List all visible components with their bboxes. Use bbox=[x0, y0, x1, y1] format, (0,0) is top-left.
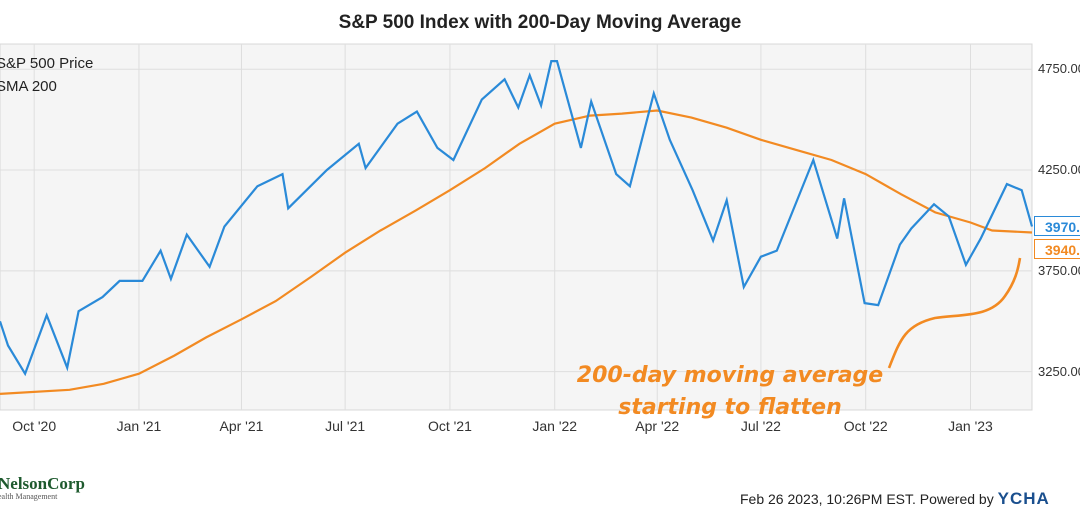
footer-timestamp: Feb 26 2023, 10:26PM EST. bbox=[740, 491, 916, 507]
chart-title: S&P 500 Index with 200-Day Moving Averag… bbox=[338, 12, 742, 33]
price-last-value-badge: 3970. bbox=[1034, 216, 1080, 237]
y-tick-label: 3250.00 bbox=[1038, 363, 1080, 379]
x-tick-label: Oct '21 bbox=[427, 418, 472, 434]
x-tick-label: Oct '22 bbox=[843, 418, 888, 434]
x-tick-label: Apr '21 bbox=[219, 418, 264, 434]
chart-annotation: 200-day moving average starting to flatt… bbox=[540, 360, 920, 424]
legend-item-sma200: SMA 200 bbox=[0, 78, 57, 95]
footer: Feb 26 2023, 10:26PM EST. Powered by YCH… bbox=[740, 489, 1050, 509]
nelsoncorp-logo: NelsonCorp ealth Management bbox=[0, 474, 85, 501]
x-tick-label: Jan '21 bbox=[116, 418, 162, 434]
y-tick-label: 4750.00 bbox=[1038, 61, 1080, 77]
legend-item-sp500: S&P 500 Price bbox=[0, 55, 94, 72]
x-tick-label: Jan '22 bbox=[532, 418, 578, 434]
plot-area bbox=[0, 43, 1033, 411]
y-tick-label: 4250.00 bbox=[1038, 162, 1080, 178]
sma-200-series-line bbox=[0, 109, 1033, 395]
x-tick-label: Jan '23 bbox=[948, 418, 993, 434]
x-tick-label: Oct '20 bbox=[12, 418, 57, 434]
annotation-line-2: starting to flatten bbox=[618, 395, 842, 420]
sp500-price-series-line bbox=[0, 60, 1034, 377]
annotation-arrow bbox=[887, 257, 1022, 369]
annotation-line-1: 200-day moving average bbox=[576, 363, 884, 388]
ycharts-brand[interactable]: YCHA bbox=[997, 489, 1050, 508]
y-tick-label: 3750.00 bbox=[1038, 262, 1080, 278]
sma-last-value-badge: 3940. bbox=[1034, 239, 1080, 260]
x-tick-label: Jul '22 bbox=[740, 418, 781, 434]
x-tick-label: Apr '22 bbox=[635, 418, 680, 434]
footer-powered-by: Powered by bbox=[919, 491, 994, 507]
logo-name: NelsonCorp bbox=[0, 474, 85, 493]
logo-subtitle: ealth Management bbox=[0, 492, 58, 501]
x-tick-label: Jul '21 bbox=[325, 418, 366, 434]
